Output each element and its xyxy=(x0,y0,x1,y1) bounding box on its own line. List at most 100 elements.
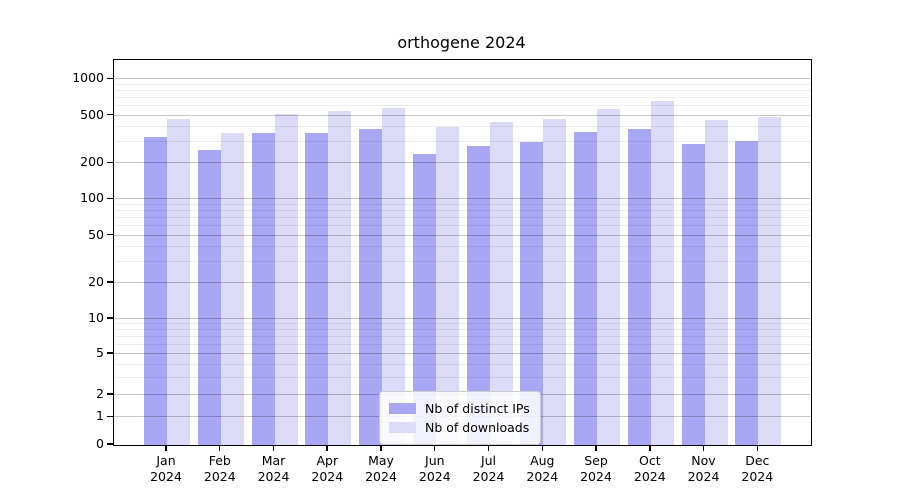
gridline-minor xyxy=(114,329,811,331)
gridline-minor xyxy=(114,90,811,91)
gridline-major xyxy=(114,162,811,164)
bar-downloads-sep xyxy=(597,108,620,445)
gridline-major xyxy=(114,78,811,80)
y-tick-mark xyxy=(107,443,113,445)
legend: Nb of distinct IPs Nb of downloads xyxy=(379,391,541,445)
x-tick-year: 2024 xyxy=(633,468,666,484)
bar-distinct-ips-dec xyxy=(735,141,759,445)
legend-item-distinct-ips: Nb of distinct IPs xyxy=(389,399,530,418)
y-tick-label: 50 xyxy=(88,226,104,242)
gridline-minor xyxy=(114,246,811,248)
x-tick-label-aug: Aug 2024 xyxy=(510,453,574,484)
gridline-minor xyxy=(114,203,811,205)
y-tick-mark xyxy=(107,233,113,236)
y-tick-label: 1 xyxy=(96,408,104,424)
y-tick-mark xyxy=(107,415,113,418)
grid-layer xyxy=(114,60,811,445)
y-tick-mark xyxy=(107,77,113,80)
bar-distinct-ips-mar xyxy=(251,132,275,445)
bar-distinct-ips-aug xyxy=(520,142,544,445)
x-tick-mark xyxy=(649,446,651,451)
x-tick-label-jul: Jul 2024 xyxy=(457,453,521,484)
x-tick-label-feb: Feb 2024 xyxy=(188,453,252,484)
x-tick-year: 2024 xyxy=(150,468,182,484)
x-tick-mark xyxy=(380,446,382,451)
bar-downloads-apr xyxy=(328,111,352,445)
gridline-major xyxy=(114,282,811,284)
gridline-minor xyxy=(114,344,811,345)
gridline-minor xyxy=(114,363,811,365)
y-tick-mark xyxy=(107,393,113,395)
x-tick-year: 2024 xyxy=(203,468,236,484)
x-tick-mark xyxy=(272,446,275,451)
x-tick-year: 2024 xyxy=(580,468,612,484)
legend-label-downloads: Nb of downloads xyxy=(425,420,530,435)
x-tick-month: Jun xyxy=(425,453,445,468)
x-tick-label-mar: Mar 2024 xyxy=(242,453,306,484)
chart-title: orthogene 2024 xyxy=(397,33,526,52)
y-tick-label: 10 xyxy=(88,310,104,325)
bar-downloads-nov xyxy=(704,120,728,445)
legend-item-downloads: Nb of downloads xyxy=(389,418,530,437)
gridline-minor xyxy=(114,210,811,211)
x-tick-month: Oct xyxy=(638,453,661,468)
x-tick-month: May xyxy=(368,453,394,468)
x-tick-mark xyxy=(165,446,167,451)
y-tick-mark xyxy=(107,317,113,319)
bar-downloads-jun xyxy=(435,126,459,445)
gridline-minor xyxy=(114,377,811,379)
y-tick-label: 20 xyxy=(88,274,104,290)
x-tick-year: 2024 xyxy=(741,468,774,484)
x-tick-label-jan: Jan 2024 xyxy=(134,453,198,484)
x-tick-year: 2024 xyxy=(257,468,290,484)
x-tick-month: Feb xyxy=(208,453,231,468)
bar-distinct-ips-apr xyxy=(305,133,329,445)
gridline-minor xyxy=(114,105,811,106)
y-tick-label: 500 xyxy=(80,106,104,122)
gridline-major xyxy=(114,318,811,319)
gridline-major xyxy=(114,234,811,236)
y-tick-label: 1000 xyxy=(72,70,104,86)
y-tick-label: 200 xyxy=(80,154,104,170)
x-tick-month: Jul xyxy=(480,453,497,468)
x-tick-month: Sep xyxy=(584,453,608,468)
y-tick-label: 2 xyxy=(96,386,104,402)
bar-distinct-ips-feb xyxy=(197,149,221,445)
bars-layer xyxy=(114,60,811,445)
y-tick-mark xyxy=(107,113,113,116)
gridline-minor xyxy=(114,126,811,128)
x-tick-mark xyxy=(326,446,328,451)
x-tick-mark xyxy=(541,446,544,451)
x-tick-month: Mar xyxy=(261,453,286,468)
x-tick-mark xyxy=(487,446,490,451)
x-tick-label-may: May 2024 xyxy=(349,453,413,484)
x-tick-year: 2024 xyxy=(311,468,344,484)
bar-distinct-ips-jul xyxy=(466,145,490,445)
y-tick-label: 100 xyxy=(80,190,104,206)
x-tick-month: Aug xyxy=(530,453,555,468)
gridline-major xyxy=(114,353,811,354)
bar-downloads-may xyxy=(382,108,405,445)
x-tick-mark xyxy=(595,446,597,451)
x-tick-year: 2024 xyxy=(472,468,505,484)
bar-downloads-jan xyxy=(167,118,190,445)
x-tick-month: Nov xyxy=(691,453,716,468)
x-tick-label-dec: Dec 2024 xyxy=(725,453,789,484)
bar-distinct-ips-oct xyxy=(627,128,651,445)
x-tick-year: 2024 xyxy=(418,468,451,484)
plot-area: Nb of distinct IPs Nb of downloads xyxy=(113,59,812,446)
y-tick-mark xyxy=(107,352,113,354)
bar-downloads-mar xyxy=(274,113,298,445)
legend-label-distinct-ips: Nb of distinct IPs xyxy=(425,401,530,416)
legend-swatch-downloads xyxy=(389,422,416,433)
gridline-major xyxy=(114,198,811,200)
bar-distinct-ips-may xyxy=(359,129,382,445)
bar-downloads-oct xyxy=(650,101,674,445)
x-tick-mark xyxy=(756,446,759,451)
x-tick-year: 2024 xyxy=(365,468,397,484)
gridline-minor xyxy=(114,141,811,143)
gridline-minor xyxy=(114,261,811,263)
x-tick-year: 2024 xyxy=(687,468,720,484)
gridline-minor xyxy=(114,217,811,218)
x-tick-mark xyxy=(433,446,436,451)
